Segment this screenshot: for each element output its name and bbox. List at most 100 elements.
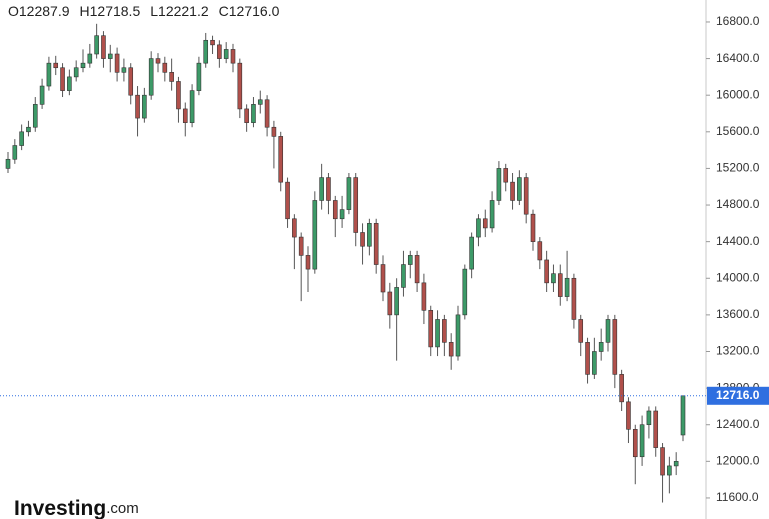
candle-body <box>46 62 52 87</box>
candle-body <box>414 255 420 284</box>
candle-body <box>305 255 311 270</box>
candle-body <box>32 104 38 128</box>
candle-body <box>87 53 93 64</box>
candle-body <box>680 395 686 436</box>
candle-body <box>592 351 597 375</box>
ohlc-value: 12718.5 <box>90 3 141 19</box>
candle-body <box>360 232 365 247</box>
ohlc-value: 12221.2 <box>158 3 209 19</box>
candle-body <box>326 177 331 201</box>
candle-body <box>435 319 440 348</box>
candle-body <box>210 39 215 46</box>
candle-body <box>128 67 134 96</box>
y-tick-label: 16000.0 <box>716 87 760 101</box>
candle-body <box>176 81 181 110</box>
y-tick-label: 15200.0 <box>716 161 760 175</box>
candle-body <box>346 177 352 210</box>
candle-body <box>257 99 263 105</box>
candle-body <box>67 76 72 91</box>
ohlc-prefix: H <box>80 3 90 19</box>
y-tick-label: 14000.0 <box>716 270 760 284</box>
candle-body <box>407 255 413 265</box>
candle-body <box>380 264 386 293</box>
y-tick-label: 14800.0 <box>716 197 760 211</box>
candle-body <box>285 181 290 220</box>
candle-body <box>387 291 393 316</box>
candle-body <box>312 200 318 270</box>
candle-body <box>462 268 468 316</box>
ohlc-prefix: O <box>8 3 19 19</box>
candle-body <box>223 49 229 59</box>
candle-body <box>619 374 624 403</box>
y-axis: 11600.012000.012400.012800.013200.013600… <box>706 14 769 504</box>
candle-body <box>237 62 243 110</box>
candle-body <box>278 136 284 183</box>
y-tick-label: 14400.0 <box>716 234 760 248</box>
candle-body <box>544 259 549 284</box>
y-tick-label: 12400.0 <box>716 417 760 431</box>
logo-suffix: .com <box>106 500 139 517</box>
candle-body <box>442 319 447 343</box>
candle-body <box>510 181 515 201</box>
candle-body <box>5 158 11 169</box>
candle-body <box>53 62 59 69</box>
candle-body <box>394 287 399 316</box>
ohlc-prefix: L <box>150 3 158 19</box>
candle-body <box>448 342 454 357</box>
candle-body <box>142 94 147 119</box>
candle-body <box>428 310 434 348</box>
candle-body <box>353 177 359 233</box>
candle-body <box>203 39 209 64</box>
candle-body <box>26 126 31 133</box>
candle-body <box>148 58 154 96</box>
candle-body <box>19 131 24 146</box>
candle-body <box>217 44 222 59</box>
candle-body <box>367 223 372 247</box>
candle-body <box>162 62 168 73</box>
y-tick-label: 16400.0 <box>716 51 760 65</box>
logo: Investing.com <box>14 497 139 519</box>
candle-body <box>469 236 474 270</box>
candle-body <box>292 218 297 238</box>
candle-body <box>244 108 249 123</box>
candle-body <box>332 200 338 220</box>
candle-body <box>298 236 304 256</box>
candle-body <box>653 410 659 448</box>
candle-body <box>564 277 570 297</box>
candle-body <box>60 67 65 91</box>
candle-body <box>114 53 120 73</box>
candle-body <box>585 342 590 375</box>
candle-body <box>421 282 427 311</box>
candle-body <box>557 273 563 297</box>
candle-body <box>626 401 631 430</box>
candle-body <box>401 264 406 288</box>
candle-body <box>598 342 604 352</box>
candle-body <box>660 447 665 476</box>
plot <box>0 23 706 503</box>
candle-body <box>271 126 277 137</box>
candle-body <box>196 62 202 91</box>
candle-body <box>612 319 618 375</box>
logo-name: Investing <box>14 497 106 519</box>
candle-body <box>319 177 324 201</box>
candle-body <box>517 177 522 201</box>
candle-body <box>523 177 529 215</box>
candle-body <box>667 465 672 476</box>
last-price-label: 12716.0 <box>716 388 760 402</box>
candle-body <box>73 67 79 78</box>
candle-body <box>482 218 488 229</box>
candle-body <box>107 53 113 59</box>
candle-body <box>496 168 502 201</box>
candle-body <box>94 35 99 55</box>
candle-body <box>39 85 45 105</box>
candle-body <box>571 277 577 320</box>
candle-body <box>578 319 584 343</box>
candle-body <box>189 90 195 123</box>
candle-body <box>455 314 461 357</box>
y-tick-label: 12000.0 <box>716 454 760 468</box>
y-tick-label: 13600.0 <box>716 307 760 321</box>
candle-body <box>135 94 140 119</box>
candle-body <box>537 241 543 261</box>
